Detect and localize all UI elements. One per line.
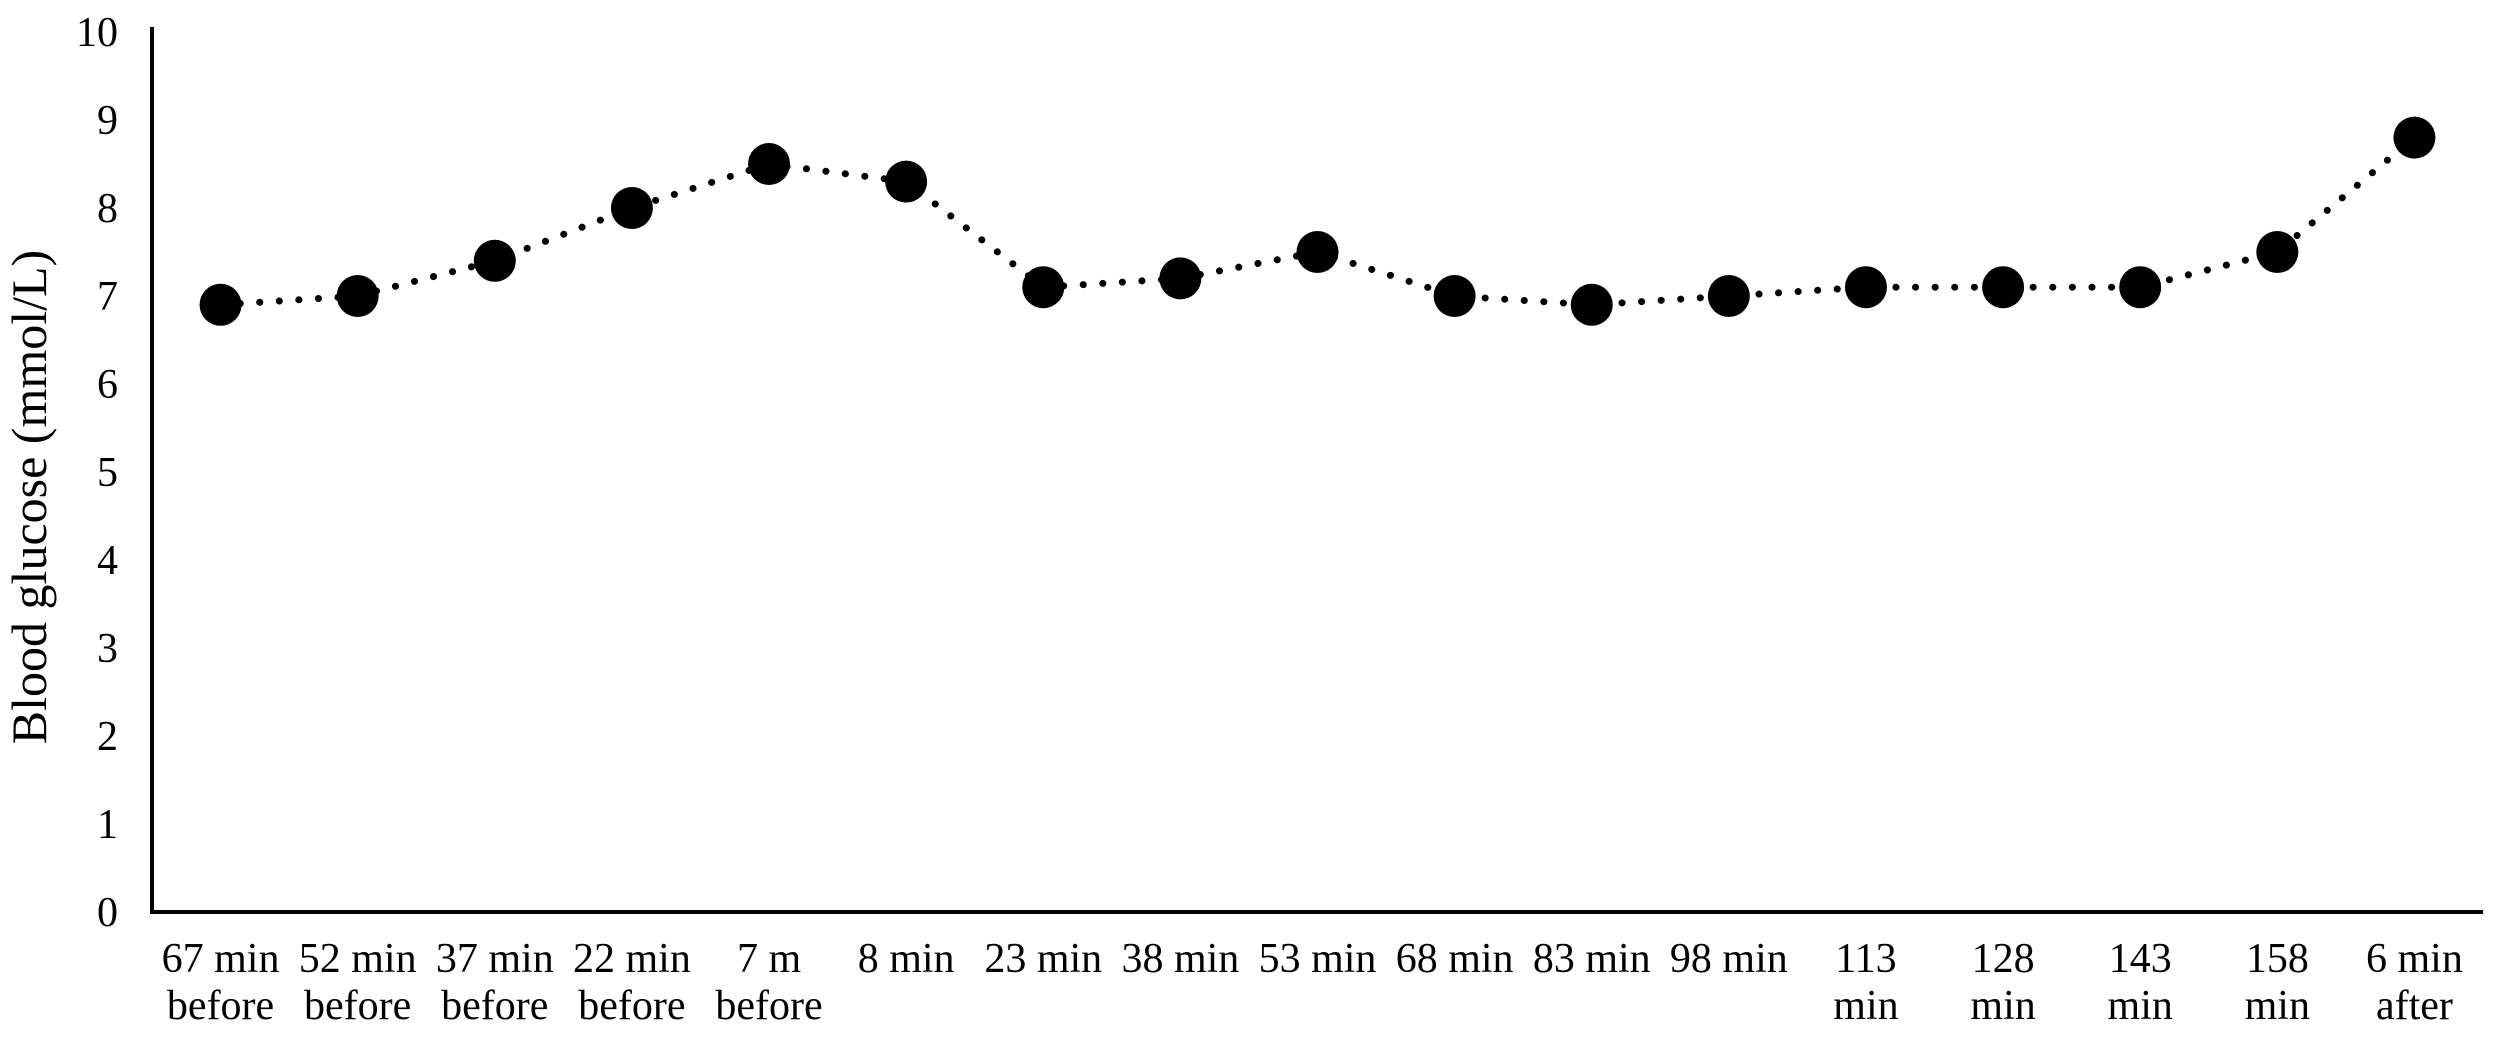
- data-point-marker: [1022, 266, 1065, 309]
- data-point-marker: [336, 275, 379, 317]
- y-tick-label: 3: [97, 626, 118, 672]
- y-axis-title: Blood glucose (mmol/L): [1, 250, 57, 744]
- x-category-label: 143 min: [2108, 936, 2173, 1029]
- y-tick-label: 10: [76, 10, 118, 56]
- x-category-label: 23 min: [984, 936, 1102, 982]
- data-point-marker: [2256, 231, 2299, 273]
- x-category-label: 98 min: [1670, 936, 1788, 982]
- data-point-marker: [1707, 275, 1750, 317]
- x-category-label: 83 min: [1533, 936, 1651, 982]
- x-category-label: 7 m before: [715, 936, 822, 1029]
- y-tick-label: 7: [97, 274, 118, 320]
- y-tick-label: 9: [97, 98, 118, 144]
- x-category-label: 113 min: [1833, 936, 1898, 1029]
- x-category-label: 158 min: [2245, 936, 2310, 1029]
- data-point-marker: [1296, 231, 1339, 273]
- data-point-marker: [1159, 257, 1202, 300]
- data-point-marker: [199, 283, 242, 326]
- y-tick-label: 5: [97, 450, 118, 496]
- data-point-marker: [473, 239, 516, 282]
- x-category-label: 52 min before: [299, 936, 417, 1029]
- axis-lines: [150, 27, 2483, 914]
- data-point-marker: [2393, 116, 2436, 159]
- x-category-label: 67 min before: [162, 936, 280, 1029]
- x-category-label: 6 min after: [2366, 936, 2463, 1029]
- data-point-marker: [885, 160, 928, 203]
- x-category-label: 68 min: [1396, 936, 1514, 982]
- y-tick-label: 6: [97, 362, 118, 408]
- data-point-marker: [1844, 266, 1887, 309]
- y-tick-label: 4: [97, 538, 118, 584]
- data-point-marker: [1433, 275, 1476, 317]
- data-point-marker: [748, 143, 791, 185]
- y-tick-label: 1: [97, 802, 118, 848]
- data-point-marker: [1982, 266, 2025, 309]
- x-category-label: 53 min: [1259, 936, 1377, 982]
- data-point-marker: [2119, 266, 2162, 309]
- x-category-label: 37 min before: [436, 936, 554, 1029]
- y-tick-label: 0: [97, 890, 118, 936]
- data-point-marker: [1570, 283, 1613, 326]
- y-tick-label: 8: [97, 186, 118, 232]
- x-category-label: 38 min: [1121, 936, 1239, 982]
- data-point-marker: [610, 187, 653, 229]
- series-dotted-line: [217, 134, 2418, 309]
- x-category-label: 128 min: [1970, 936, 2035, 1029]
- y-tick-label: 2: [97, 714, 118, 760]
- x-category-label: 8 min: [858, 936, 955, 982]
- x-category-label: 22 min before: [573, 936, 691, 1029]
